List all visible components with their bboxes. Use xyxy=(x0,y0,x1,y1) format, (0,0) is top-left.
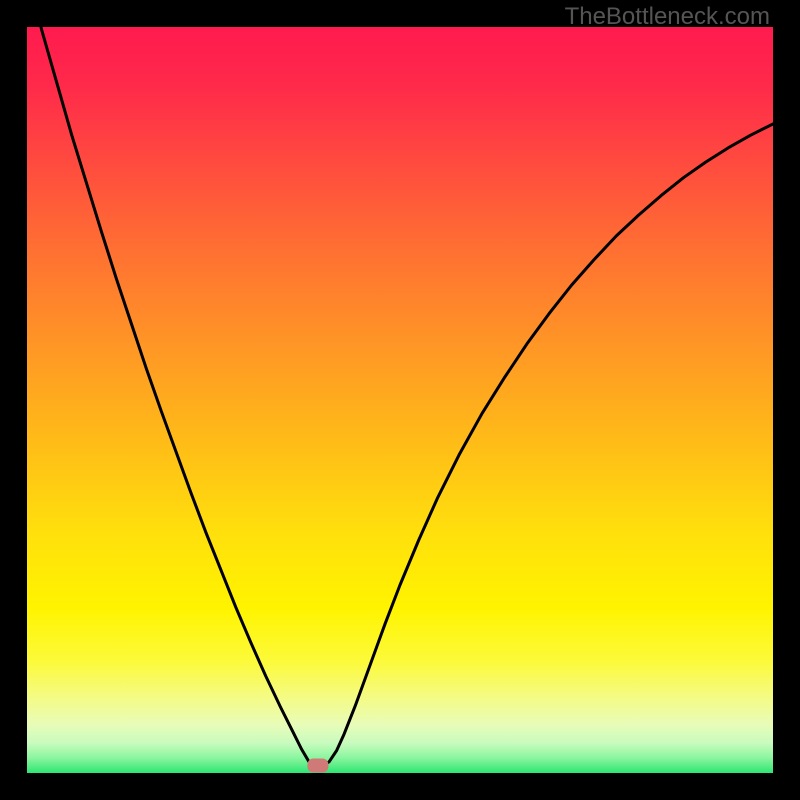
min-marker xyxy=(307,759,328,773)
watermark-text: TheBottleneck.com xyxy=(565,3,770,31)
chart-svg xyxy=(0,0,800,800)
bottleneck-chart: TheBottleneck.com xyxy=(0,0,800,800)
gradient-background xyxy=(27,27,773,773)
